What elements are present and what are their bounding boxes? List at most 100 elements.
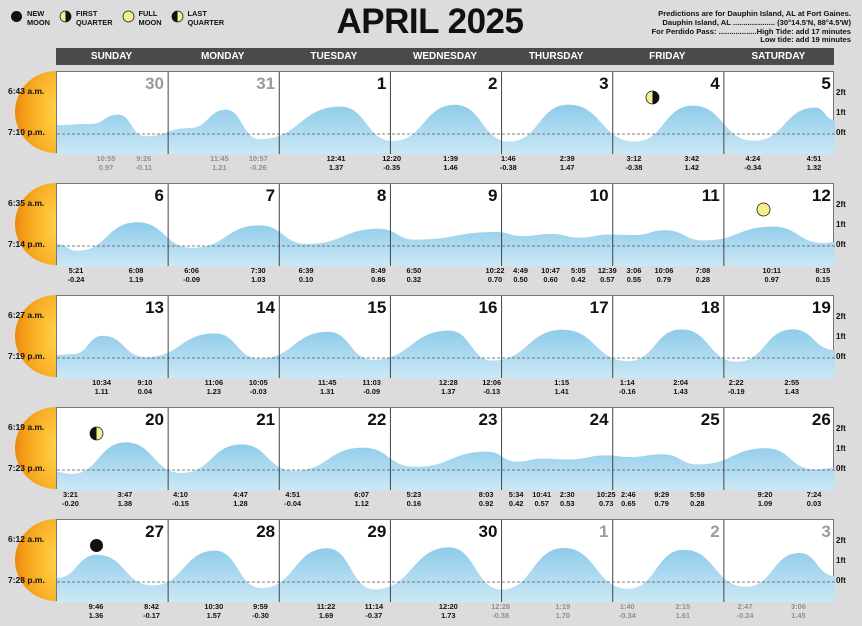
tide-time: 7:30 bbox=[250, 266, 266, 275]
first-quarter-icon bbox=[59, 9, 72, 25]
y-axis-label: 0ft bbox=[836, 464, 846, 473]
tide-time: 10:11 bbox=[762, 266, 782, 275]
tide-height: 0.32 bbox=[406, 274, 422, 284]
full-moon-icon bbox=[122, 9, 135, 25]
date-number: 2 bbox=[487, 74, 498, 93]
tide-time: 1:39 bbox=[443, 154, 458, 163]
tide-height: 1.43 bbox=[673, 386, 688, 396]
sunset-time: 7:19 p.m. bbox=[8, 351, 45, 361]
tide-height: 0.50 bbox=[513, 274, 528, 284]
tide-reading: 12:20 -0.35 bbox=[382, 154, 402, 172]
tide-height: 1.47 bbox=[560, 162, 575, 172]
sun-icon bbox=[0, 71, 57, 153]
day-label-wednesday: WEDNESDAY bbox=[412, 51, 478, 62]
tide-time: 10:05 bbox=[248, 378, 268, 387]
tide-time: 12:39 bbox=[597, 266, 617, 275]
day-header: SUNDAY MONDAY TUESDAY WEDNESDAY THURSDAY… bbox=[56, 48, 834, 65]
tide-reading: 11:06 1.23 bbox=[205, 378, 224, 396]
tide-reading: 1:14 -0.16 bbox=[618, 378, 636, 396]
tide-height: 0.42 bbox=[571, 274, 586, 284]
tide-height: 0.04 bbox=[137, 386, 153, 396]
week-row: 6:19 a.m. 7:23 p.m. 20 21 22 23 24 25 26 2ft 1ft 0f… bbox=[0, 407, 862, 509]
y-axis-label: 0ft bbox=[836, 576, 846, 585]
tide-time: 5:05 bbox=[570, 266, 586, 275]
tide-height: 1.73 bbox=[441, 610, 456, 620]
tide-reading: 8:15 0.15 bbox=[815, 266, 831, 284]
tide-reading: 1:46 -0.38 bbox=[500, 154, 517, 172]
tide-time: 1:14 bbox=[619, 378, 635, 387]
tide-reading: 12:20 1.73 bbox=[439, 602, 458, 620]
tide-reading: 9:20 1.09 bbox=[758, 490, 773, 508]
tide-time: 9:26 bbox=[136, 154, 152, 163]
tide-chart-panel: 27 28 29 30 1 2 3 bbox=[56, 519, 835, 602]
tide-reading: 10:25 0.73 bbox=[597, 490, 616, 508]
tide-height: 1.12 bbox=[354, 498, 369, 508]
sunset-time: 7:10 p.m. bbox=[8, 127, 45, 137]
tide-reading: 6:39 0.10 bbox=[298, 266, 314, 284]
info-line: Predictions are for Dauphin Island, AL a… bbox=[658, 9, 851, 18]
tide-height: -0.13 bbox=[483, 386, 501, 396]
tide-reading: 4:24 -0.34 bbox=[744, 154, 761, 172]
tide-height: 1.41 bbox=[554, 386, 569, 396]
tide-time: 12:20 bbox=[382, 154, 402, 163]
date-number: 3 bbox=[599, 74, 609, 93]
tide-time: 3:42 bbox=[684, 154, 700, 163]
tide-time: 10:06 bbox=[654, 266, 674, 275]
legend-label: FULL MOON bbox=[138, 9, 162, 27]
y-axis-label: 2ft bbox=[836, 200, 846, 209]
date-number: 8 bbox=[376, 186, 387, 205]
date-number: 31 bbox=[256, 74, 276, 93]
new-moon-icon bbox=[10, 9, 23, 25]
tide-height: -0.38 bbox=[492, 610, 509, 620]
sunrise-time: 6:19 a.m. bbox=[8, 422, 45, 432]
tide-height: -0.04 bbox=[284, 498, 302, 508]
info-line: Dauphin Island, AL .................... … bbox=[662, 17, 851, 27]
tide-time: 12:41 bbox=[326, 154, 346, 163]
date-number: 3 bbox=[821, 522, 831, 541]
y-axis-label: 1ft bbox=[836, 556, 846, 565]
tide-reading: 5:34 0.42 bbox=[509, 490, 524, 508]
info-line: For Perdido Pass: ..................High… bbox=[651, 26, 851, 36]
tide-height: -0.38 bbox=[625, 162, 643, 172]
tide-reading: 8:49 0.86 bbox=[371, 266, 386, 284]
tide-time: 3:21 bbox=[63, 490, 78, 499]
tide-height: -0.16 bbox=[618, 386, 636, 396]
date-number: 26 bbox=[811, 410, 831, 429]
tide-height: 0.92 bbox=[478, 498, 494, 508]
tide-time: 2:47 bbox=[737, 602, 753, 611]
tide-time: 9:59 bbox=[253, 602, 268, 611]
tide-chart-svg bbox=[57, 520, 835, 602]
tide-reading: 11:45 1.21 bbox=[210, 154, 229, 172]
tide-time: 8:15 bbox=[815, 266, 831, 275]
tide-time: 6:50 bbox=[406, 266, 422, 275]
tide-reading: 7:24 0.03 bbox=[807, 490, 822, 508]
tide-height: 0.55 bbox=[626, 274, 642, 284]
y-axis-label: 1ft bbox=[836, 108, 846, 117]
tide-height: 0.57 bbox=[600, 274, 615, 284]
tide-time: 4:51 bbox=[285, 490, 301, 499]
date-number: 25 bbox=[700, 410, 720, 429]
tide-reading: 5:23 0.16 bbox=[406, 490, 421, 508]
date-number: 11 bbox=[701, 186, 720, 205]
tide-reading: 2:46 0.65 bbox=[621, 490, 636, 508]
tide-reading: 12:41 1.37 bbox=[326, 154, 346, 172]
tide-time: 4:10 bbox=[173, 490, 188, 499]
sunrise-time: 6:43 a.m. bbox=[8, 86, 45, 96]
tide-height: 0.70 bbox=[487, 274, 503, 284]
tide-reading: 9:10 0.04 bbox=[137, 378, 153, 396]
date-number: 20 bbox=[145, 410, 164, 429]
tide-time: 5:21 bbox=[68, 266, 84, 275]
tide-curve bbox=[57, 547, 835, 602]
tide-reading: 2:55 1.43 bbox=[784, 378, 799, 396]
legend-item: LAST QUARTER bbox=[171, 9, 224, 27]
tide-height: -0.03 bbox=[249, 386, 267, 396]
tide-chart-svg bbox=[57, 408, 835, 490]
date-number: 9 bbox=[487, 186, 498, 205]
tide-chart-svg bbox=[57, 184, 835, 266]
tide-height: 1.21 bbox=[212, 162, 227, 172]
tide-time: 2:15 bbox=[675, 602, 691, 611]
tide-height: 0.10 bbox=[298, 274, 314, 284]
tide-height: 1.36 bbox=[88, 610, 104, 620]
tide-height: 1.61 bbox=[675, 610, 691, 620]
tide-height: 1.32 bbox=[806, 162, 822, 172]
